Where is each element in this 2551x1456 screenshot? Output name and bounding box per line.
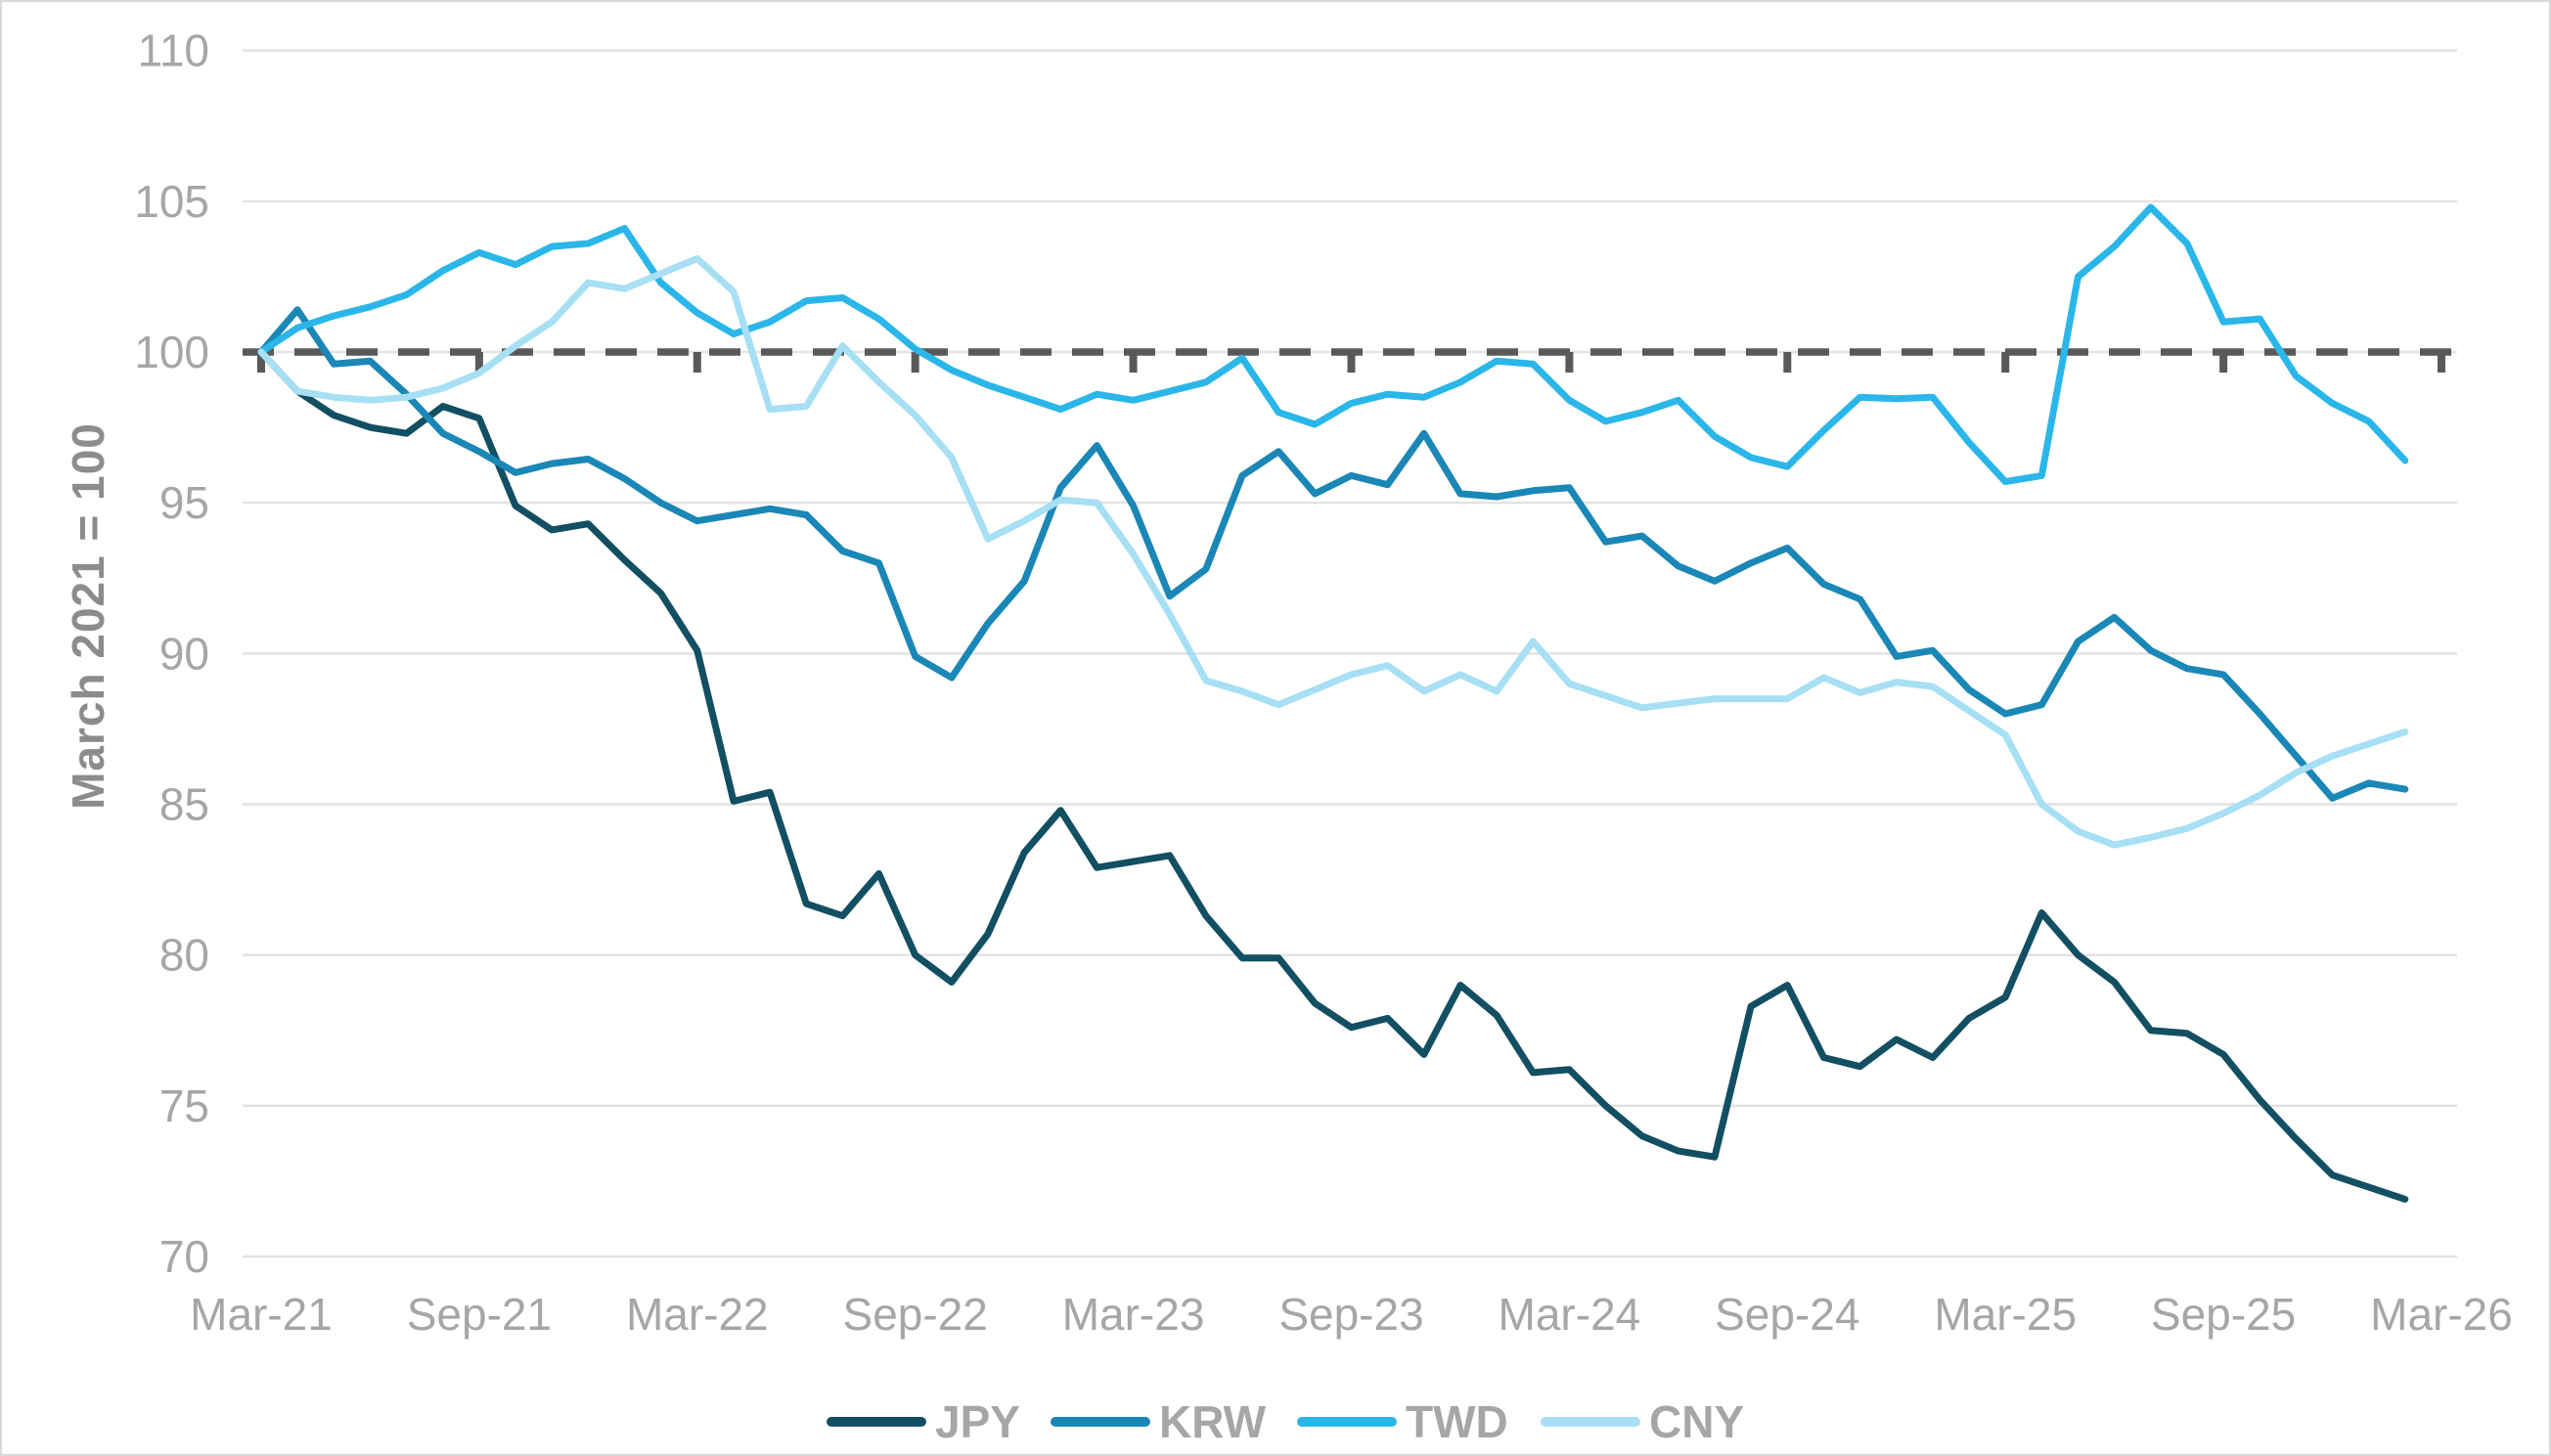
y-tick-label: 75 bbox=[159, 1081, 209, 1131]
legend-item-twd: TWD bbox=[1297, 1396, 1508, 1447]
y-tick-label: 80 bbox=[159, 930, 209, 981]
x-tick-label: Sep-25 bbox=[2151, 1289, 2296, 1340]
legend-label-krw: KRW bbox=[1159, 1396, 1267, 1447]
x-axis-tick-labels: Mar-21 Sep-21 Mar-22 Sep-22 Mar-23 Sep-23 Mar-… bbox=[190, 1289, 2513, 1340]
x-tick-label: Mar-22 bbox=[626, 1289, 769, 1340]
y-tick-label: 85 bbox=[159, 778, 209, 829]
y-tick-label: 110 bbox=[138, 25, 209, 76]
y-tick-label: 100 bbox=[134, 327, 209, 377]
legend: JPY KRW TWD CNY bbox=[827, 1396, 1744, 1447]
y-tick-label: 95 bbox=[159, 477, 209, 528]
legend-item-jpy: JPY bbox=[827, 1396, 1020, 1447]
x-tick-label: Sep-21 bbox=[407, 1289, 552, 1340]
legend-label-cny: CNY bbox=[1649, 1396, 1744, 1447]
y-tick-label: 90 bbox=[159, 628, 209, 679]
series-line-krw bbox=[257, 306, 2409, 802]
y-tick-label: 105 bbox=[134, 176, 209, 227]
y-tick-label: 70 bbox=[159, 1231, 209, 1282]
legend-item-krw: KRW bbox=[1051, 1396, 1267, 1447]
legend-label-jpy: JPY bbox=[935, 1396, 1020, 1447]
legend-label-twd: TWD bbox=[1406, 1396, 1508, 1447]
x-tick-label: Sep-22 bbox=[843, 1289, 988, 1340]
series-line-jpy bbox=[257, 348, 2409, 1203]
x-tick-label: Sep-24 bbox=[1715, 1289, 1859, 1340]
x-tick-label: Sep-23 bbox=[1278, 1289, 1423, 1340]
x-tick-label: Mar-24 bbox=[1499, 1289, 1641, 1340]
series-line-cny bbox=[257, 254, 2409, 849]
x-tick-label: Mar-25 bbox=[1934, 1289, 2077, 1340]
y-axis-title: March 2021 = 100 bbox=[63, 422, 113, 810]
series-line-twd bbox=[257, 203, 2409, 486]
x-tick-label: Mar-23 bbox=[1062, 1289, 1205, 1340]
x-tick-label: Mar-26 bbox=[2370, 1289, 2513, 1340]
y-axis-tick-labels: 70 75 80 85 90 95 100 105 110 bbox=[134, 25, 209, 1282]
legend-item-cny: CNY bbox=[1541, 1396, 1744, 1447]
x-tick-label: Mar-21 bbox=[190, 1289, 333, 1340]
